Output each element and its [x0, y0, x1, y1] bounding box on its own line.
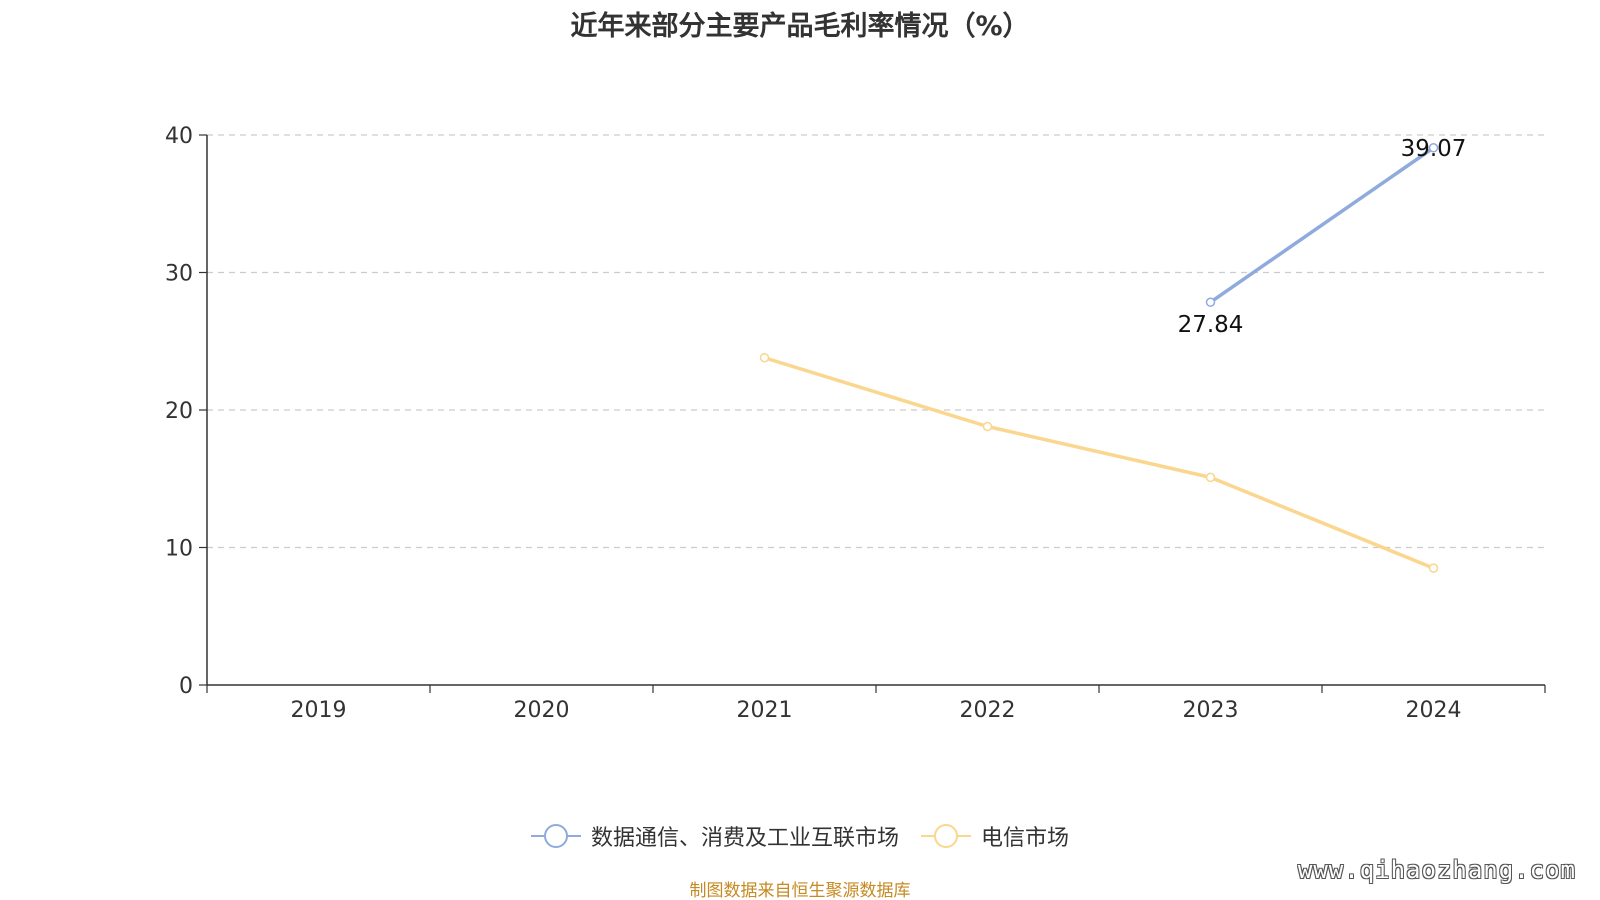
series-line-0 [1208, 146, 1436, 304]
data-label: 39.07 [1401, 136, 1467, 162]
y-tick-label: 0 [179, 674, 193, 699]
series-1-point [1428, 563, 1439, 573]
legend-item-data-comm[interactable]: 数据通信、消费及工业互联市场 [530, 820, 899, 852]
x-tick-label: 2021 [737, 698, 793, 723]
legend-label: 数据通信、消费及工业互联市场 [590, 826, 899, 851]
legend-item-telecom[interactable]: 电信市场 [921, 820, 1069, 852]
series-1-point [1205, 472, 1216, 483]
series-1-point [982, 421, 993, 432]
x-tick-label: 2024 [1406, 698, 1462, 723]
chart-title: 近年来部分主要产品毛利率情况（%） [570, 11, 1030, 42]
series-line-1 [762, 356, 1436, 570]
legend-marker-icon [921, 824, 971, 848]
y-tick-label: 20 [165, 399, 193, 424]
legend-marker-icon [530, 824, 581, 848]
x-tick-label: 2019 [291, 698, 347, 723]
series-0-point [1428, 143, 1439, 153]
data-label: 27.84 [1178, 312, 1244, 338]
y-tick-label: 40 [165, 124, 193, 149]
series-0-point [1205, 297, 1216, 307]
series-1-point [759, 353, 770, 363]
y-tick-label: 10 [165, 537, 193, 562]
y-tick-label: 30 [165, 262, 193, 287]
legend: 数据通信、消费及工业互联市场 电信市场 [0, 820, 1600, 852]
legend-label: 电信市场 [981, 826, 1070, 851]
x-tick-label: 2020 [514, 698, 570, 723]
watermark: www.qihaozhang.com [1297, 856, 1576, 884]
x-tick-label: 2023 [1183, 698, 1239, 723]
x-tick-label: 2022 [960, 698, 1016, 723]
source-note: 制图数据来自恒生聚源数据库 [689, 881, 911, 900]
